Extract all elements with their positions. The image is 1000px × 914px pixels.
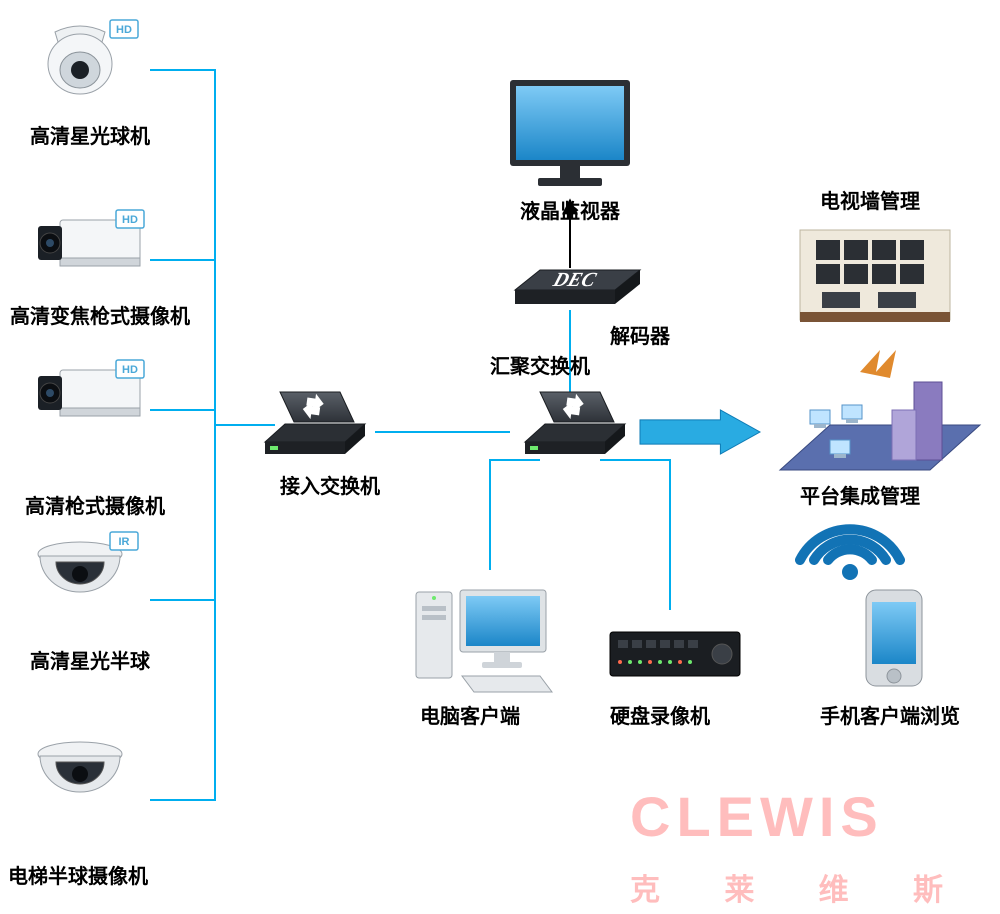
- svg-text:HD: HD: [122, 214, 138, 226]
- tv-wall-icon: [800, 230, 950, 322]
- platform-icon: [780, 350, 980, 470]
- cam3-label: 高清枪式摄像机: [25, 490, 165, 519]
- svg-text:IR: IR: [119, 536, 130, 548]
- cam1-label: 高清星光球机: [30, 120, 150, 149]
- svg-text:DEC: DEC: [550, 269, 599, 290]
- ptz-camera-icon: [48, 26, 112, 94]
- monitor-icon: [510, 80, 630, 186]
- switch-icon: [525, 392, 625, 454]
- watermark-en: CLEWIS: [630, 784, 884, 849]
- switch-icon: [265, 392, 365, 454]
- diagram-svg: HD HD HD IR DEC: [0, 0, 1000, 914]
- dome-camera-icon: [38, 542, 122, 592]
- watermark-zh: 克 莱 维 斯: [630, 865, 971, 909]
- cam4-label: 高清星光半球: [30, 645, 150, 674]
- agg-switch-label: 汇聚交换机: [490, 350, 590, 379]
- dome-camera-icon: [38, 742, 122, 792]
- access-switch-label: 接入交换机: [280, 470, 380, 499]
- monitor-label: 液晶监视器: [520, 195, 620, 224]
- platform-label: 平台集成管理: [800, 480, 920, 509]
- cam2-label: 高清变焦枪式摄像机: [10, 300, 190, 329]
- decoder-icon: DEC: [515, 269, 640, 304]
- svg-text:HD: HD: [116, 24, 132, 36]
- mobile-label: 手机客户端浏览: [820, 700, 960, 729]
- nvr-label: 硬盘录像机: [610, 700, 710, 729]
- mobile-client-icon: [800, 529, 922, 686]
- network-diagram: HD HD HD IR DEC 高清星光球机 高清变焦枪式摄像机 高清枪式摄像机 高清星…: [0, 0, 1000, 914]
- svg-text:HD: HD: [122, 364, 138, 376]
- pc-client-label: 电脑客户端: [420, 700, 520, 729]
- tv-wall-label: 电视墙管理: [820, 185, 920, 214]
- cam5-label: 电梯半球摄像机: [8, 860, 148, 889]
- decoder-label: 解码器: [610, 320, 670, 349]
- pc-client-icon: [416, 590, 552, 692]
- nvr-icon: [610, 632, 740, 676]
